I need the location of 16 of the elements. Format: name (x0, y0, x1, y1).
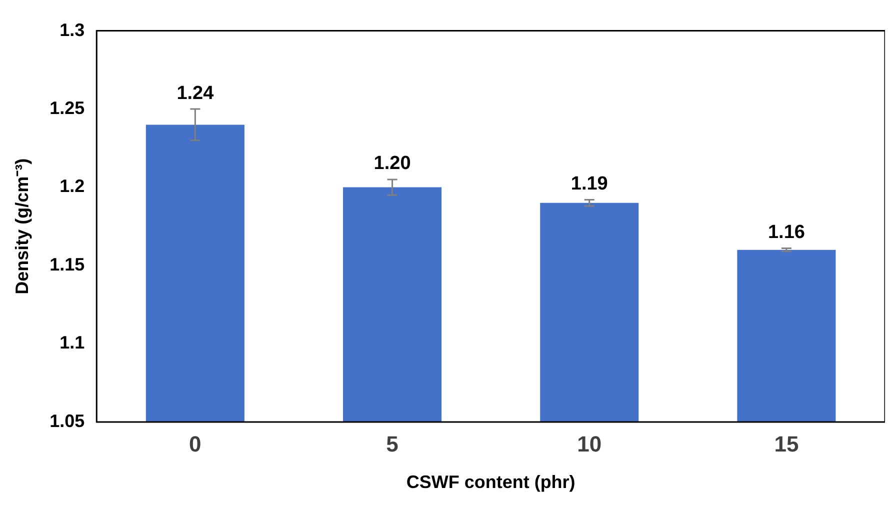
x-axis-title: CSWF content (phr) (406, 472, 576, 492)
y-tick-label: 1.15 (50, 254, 85, 274)
data-label: 1.24 (176, 82, 214, 104)
x-tick-label: 5 (386, 431, 398, 456)
y-tick-label: 1.2 (60, 176, 85, 196)
x-tick-label: 10 (577, 431, 602, 456)
data-label: 1.20 (374, 153, 411, 174)
y-tick-label: 1.1 (60, 332, 85, 353)
y-tick-label: 1.05 (50, 410, 85, 431)
y-tick-label: 1.3 (60, 20, 85, 40)
x-tick-label: 15 (774, 431, 799, 456)
x-tick-label: 0 (189, 431, 202, 456)
y-axis-title: Density (g/cm⁻³) (12, 158, 32, 294)
y-tick-label: 1.25 (50, 98, 85, 118)
data-label: 1.19 (570, 174, 608, 195)
data-label: 1.16 (768, 222, 805, 244)
